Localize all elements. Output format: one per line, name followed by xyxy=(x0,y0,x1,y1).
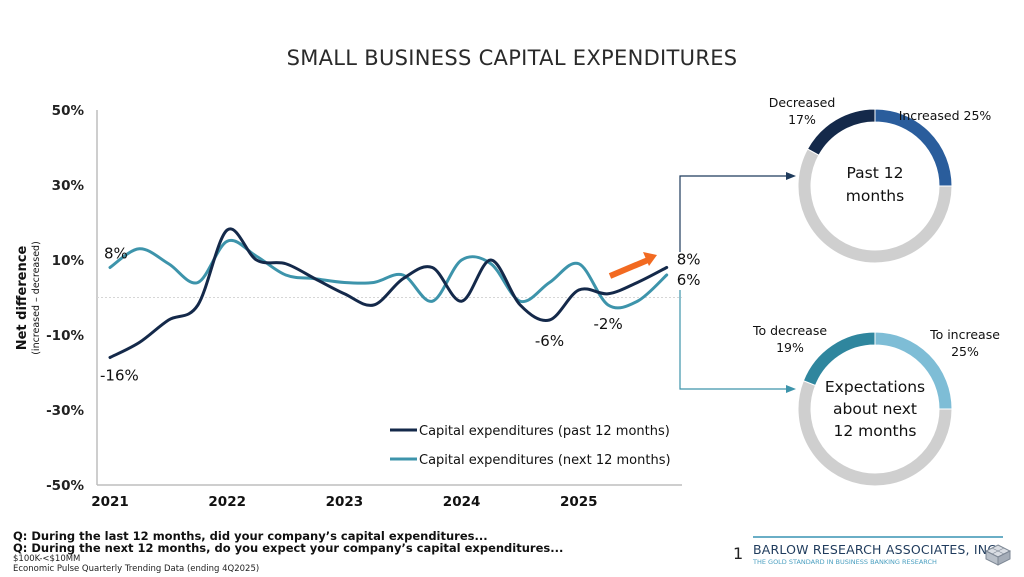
brand-name: BARLOW RESEARCH ASSOCIATES, INC. xyxy=(753,542,1001,557)
donut-slice-label: To increase xyxy=(929,327,1000,342)
x-tick-label: 2022 xyxy=(208,494,246,510)
donut-center-label: Expectations xyxy=(825,378,925,396)
brand-logo-icon xyxy=(985,544,1011,566)
donut-center-label: about next xyxy=(833,400,917,418)
donut-slice-label: 25% xyxy=(951,344,979,359)
question-past: Q: During the last 12 months, did your c… xyxy=(13,529,488,543)
data-label: 8% xyxy=(104,245,128,263)
y-tick-label: 30% xyxy=(52,178,85,194)
axes: 50% 30% 10% -10% -30% -50% 2021 2022 2023 2024 202… xyxy=(15,103,682,510)
y-axis-sublabel: (increased – decreased) xyxy=(31,241,42,355)
donut-slice-label: Decreased xyxy=(769,95,836,110)
chart-title: SMALL BUSINESS CAPITAL EXPENDITURES xyxy=(286,46,738,70)
connector-arrows xyxy=(679,172,796,393)
y-tick-label: 50% xyxy=(52,103,85,119)
donut-slice xyxy=(874,331,953,410)
donut-slice-label: To decrease xyxy=(752,323,827,338)
trend-arrow-shaft xyxy=(608,257,650,279)
donut-slice-label: 17% xyxy=(788,112,816,127)
data-labels: 8% -16% -6% -2% 8% 6% xyxy=(100,245,700,385)
question-next: Q: During the next 12 months, do you exp… xyxy=(13,541,564,555)
y-tick-label: 10% xyxy=(52,253,85,269)
series-lines xyxy=(108,227,669,359)
donut-center-label: Past 12 xyxy=(847,164,904,182)
data-label: -16% xyxy=(100,367,139,385)
donut-slice xyxy=(806,108,876,156)
donut-center-label: months xyxy=(846,187,904,205)
connector-next xyxy=(679,290,788,390)
data-label: -6% xyxy=(535,332,564,350)
source-note: Economic Pulse Quarterly Trending Data (… xyxy=(13,564,260,574)
y-tick-label: -10% xyxy=(46,328,84,344)
donut-slice xyxy=(802,331,876,387)
trend-arrow-icon xyxy=(608,252,657,279)
donut-slice-label: Increased 25% xyxy=(899,108,992,123)
data-label: 8% xyxy=(677,251,701,269)
series-line-next xyxy=(108,238,669,310)
trend-arrow-head xyxy=(643,252,657,266)
data-label: -2% xyxy=(593,315,622,333)
y-tick-label: -30% xyxy=(46,403,84,419)
legend-label: Capital expenditures (next 12 months) xyxy=(419,453,671,468)
arrow-right-icon xyxy=(786,385,796,393)
y-axis-label: Net difference xyxy=(15,246,30,351)
connector-past xyxy=(679,175,788,252)
legend-label: Capital expenditures (past 12 months) xyxy=(419,424,670,439)
donut-next-12-months: To increase 25% To decrease 19% Expectations… xyxy=(752,323,1000,487)
segment-note: $100K-<$10MM xyxy=(13,554,81,564)
x-tick-label: 2021 xyxy=(91,494,129,510)
footer: Q: During the last 12 months, did your c… xyxy=(13,530,563,574)
y-tick-label: -50% xyxy=(46,478,84,494)
brand-tagline: THE GOLD STANDARD IN BUSINESS BANKING RE… xyxy=(753,558,937,566)
page-number: 1 xyxy=(733,544,744,563)
x-tick-label: 2024 xyxy=(443,494,481,510)
donut-slice-label: 19% xyxy=(776,340,804,355)
brand-divider xyxy=(753,536,1003,538)
legend: Capital expenditures (past 12 months) Cap… xyxy=(390,424,671,468)
series-line-past xyxy=(108,227,669,359)
donut-past-12-months: Increased 25% Decreased 17% Past 12 months xyxy=(769,95,992,264)
x-tick-label: 2025 xyxy=(560,494,598,510)
data-label: 6% xyxy=(677,271,701,289)
x-tick-label: 2023 xyxy=(326,494,364,510)
donut-center-label: 12 months xyxy=(833,422,916,440)
arrow-right-icon xyxy=(786,172,796,180)
donut-charts: Increased 25% Decreased 17% Past 12 months To… xyxy=(752,95,1000,487)
